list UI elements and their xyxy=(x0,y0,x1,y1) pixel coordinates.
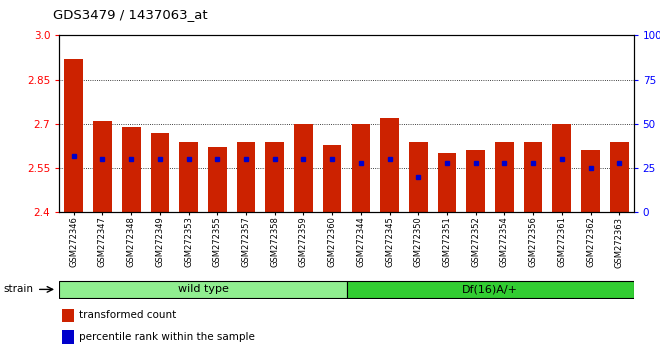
Text: wild type: wild type xyxy=(178,284,228,294)
Bar xyxy=(323,144,341,212)
Bar xyxy=(610,142,628,212)
Bar xyxy=(352,124,370,212)
Bar xyxy=(122,127,141,212)
Bar xyxy=(438,153,456,212)
Bar xyxy=(409,142,428,212)
Bar xyxy=(93,121,112,212)
Bar xyxy=(208,148,226,212)
Bar xyxy=(180,142,198,212)
Bar xyxy=(62,330,74,343)
Bar xyxy=(294,124,313,212)
Text: strain: strain xyxy=(3,284,33,295)
Bar xyxy=(495,142,513,212)
Bar xyxy=(467,150,485,212)
Bar xyxy=(581,150,600,212)
Text: Df(16)A/+: Df(16)A/+ xyxy=(462,284,518,294)
Text: percentile rank within the sample: percentile rank within the sample xyxy=(79,332,255,342)
FancyBboxPatch shape xyxy=(59,281,346,298)
Bar xyxy=(62,309,74,322)
Bar xyxy=(524,142,543,212)
Bar xyxy=(265,142,284,212)
Bar xyxy=(65,59,83,212)
Bar xyxy=(380,118,399,212)
Bar xyxy=(552,124,571,212)
Text: transformed count: transformed count xyxy=(79,310,177,320)
FancyBboxPatch shape xyxy=(346,281,634,298)
Bar xyxy=(150,133,169,212)
Bar xyxy=(237,142,255,212)
Text: GDS3479 / 1437063_at: GDS3479 / 1437063_at xyxy=(53,8,207,21)
